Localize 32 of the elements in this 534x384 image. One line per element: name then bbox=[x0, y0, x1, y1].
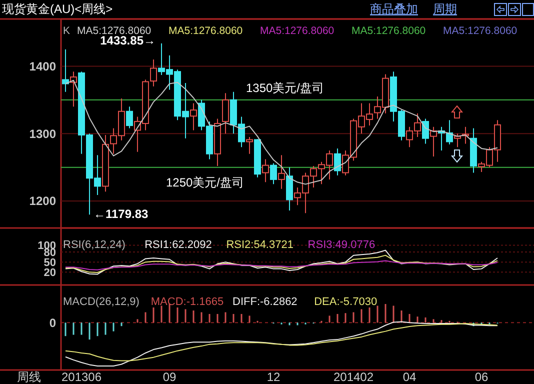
annotation: K bbox=[63, 24, 70, 37]
series-label: RSI1:62.2092 bbox=[144, 238, 212, 251]
annotation: MA5:1276.8060 bbox=[352, 24, 426, 37]
series-label: RSI3:49.0776 bbox=[308, 238, 376, 251]
y-tick-label: 50 bbox=[44, 256, 56, 269]
series-label: RSI2:54.3721 bbox=[226, 238, 294, 251]
ref-line-label: 0 bbox=[49, 316, 56, 330]
x-tick-label: 201306 bbox=[61, 370, 102, 384]
y-tick-label: 1400 bbox=[29, 59, 56, 74]
text: RSI(6,12,24) bbox=[63, 238, 126, 251]
x-tick-label: 12 bbox=[266, 370, 280, 384]
text: 商品叠加 bbox=[370, 2, 418, 16]
annotation: MA5:1276.8060 bbox=[260, 24, 334, 37]
x-tick-label: 201402 bbox=[333, 370, 374, 384]
annotation: ←1179.83 bbox=[94, 206, 149, 221]
annotation: MA5:1276.8060 bbox=[443, 24, 518, 37]
ref-line-label: 1350美元/盘司 bbox=[246, 80, 324, 95]
series-label: MACD:-1.1665 bbox=[150, 296, 224, 308]
x-tick-label: 06 bbox=[474, 370, 488, 384]
x-tick-label: 04 bbox=[402, 370, 416, 384]
x-axis-title: 周线 bbox=[17, 370, 41, 384]
text: DEA:-5.7030 bbox=[314, 296, 378, 308]
text: DIFF:-6.2862 bbox=[232, 296, 298, 308]
chart-title: 现货黄金(AU)<周线> bbox=[2, 2, 113, 16]
y-tick-label: 1200 bbox=[29, 194, 56, 208]
y-tick-label: 1300 bbox=[29, 126, 56, 141]
text: 周期 bbox=[433, 2, 457, 16]
y-tick-label: 20 bbox=[44, 267, 56, 280]
annotation: MA5:1276.8060 bbox=[168, 24, 243, 37]
chart-title: MACD(26,12,9) bbox=[63, 296, 140, 308]
ref-line-label: 1250美元/盘司 bbox=[166, 175, 244, 190]
x-tick-label: 09 bbox=[162, 370, 176, 384]
